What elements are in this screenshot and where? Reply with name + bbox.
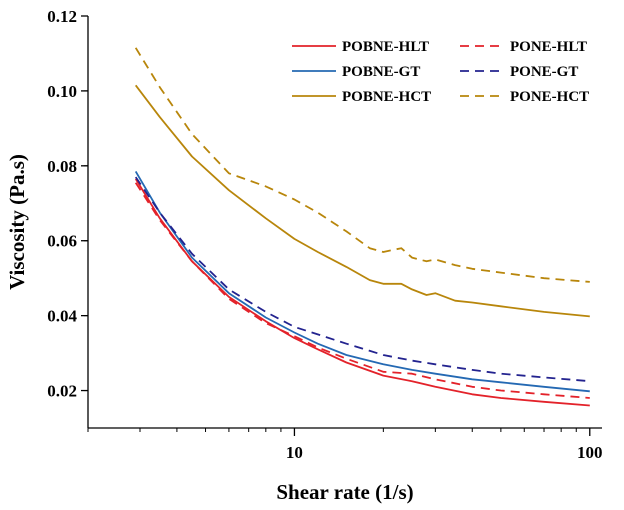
x-tick-label: 10 bbox=[286, 443, 303, 462]
series-line-pone-hlt-dashed bbox=[134, 182, 590, 399]
series-line-pobne-hlt bbox=[134, 178, 590, 407]
y-tick-label: 0.08 bbox=[47, 157, 77, 176]
legend-label-pobne-hct: POBNE-HCT bbox=[342, 89, 431, 105]
y-tick-label: 0.12 bbox=[47, 7, 77, 26]
x-axis-title: Shear rate (1/s) bbox=[276, 480, 413, 504]
legend-label-pobne-hlt: POBNE-HLT bbox=[342, 39, 429, 55]
axes: 0.02 0.04 0.06 0.08 0.10 0.12 10 100 Shear rate … bbox=[5, 7, 603, 504]
y-tick-label: 0.02 bbox=[47, 382, 77, 401]
legend-label-pone-gt: PONE-GT bbox=[510, 64, 578, 80]
series-line-pone-gt-dashed bbox=[134, 176, 590, 383]
plot-area bbox=[134, 47, 590, 407]
y-tick-label: 0.06 bbox=[47, 232, 77, 251]
y-tick-label: 0.04 bbox=[47, 307, 77, 326]
y-tick-label: 0.10 bbox=[47, 82, 77, 101]
x-tick-label: 100 bbox=[577, 443, 603, 462]
legend-label-pobne-gt: POBNE-GT bbox=[342, 64, 420, 80]
y-axis-title: Viscosity (Pa.s) bbox=[5, 154, 29, 290]
legend-label-pone-hct: PONE-HCT bbox=[510, 89, 589, 105]
series-line-pobne-gt bbox=[134, 170, 590, 393]
legend-label-pone-hlt: PONE-HLT bbox=[510, 39, 587, 55]
legend: POBNE-HLT PONE-HLT POBNE-GT PONE-GT POBNE-HC… bbox=[292, 39, 589, 105]
series-line-pobne-hct bbox=[134, 84, 590, 318]
series-line-pone-hct-dashed bbox=[134, 47, 590, 283]
